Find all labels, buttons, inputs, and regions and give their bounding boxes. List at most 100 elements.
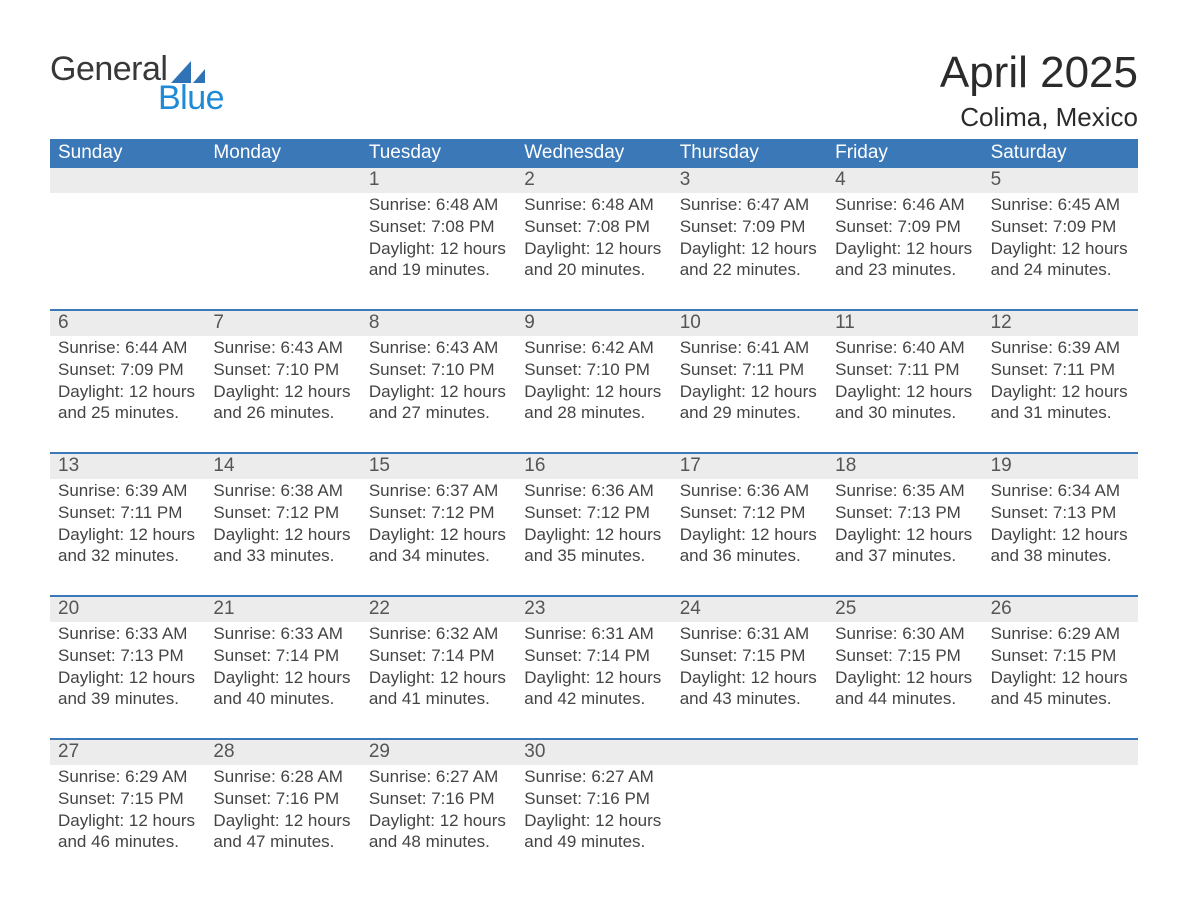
day-number: 20 <box>50 597 205 622</box>
sunset-text: Sunset: 7:12 PM <box>524 502 663 524</box>
day-number: 14 <box>205 454 360 479</box>
sunset-text: Sunset: 7:09 PM <box>991 216 1130 238</box>
sunrise-text: Sunrise: 6:38 AM <box>213 480 352 502</box>
day-cell: Sunrise: 6:36 AMSunset: 7:12 PMDaylight:… <box>672 479 827 575</box>
sunset-text: Sunset: 7:13 PM <box>835 502 974 524</box>
sunset-text: Sunset: 7:16 PM <box>524 788 663 810</box>
week-row: 6789101112Sunrise: 6:44 AMSunset: 7:09 P… <box>50 309 1138 432</box>
daylight-text: and 26 minutes. <box>213 402 352 424</box>
weekday-header-row: Sunday Monday Tuesday Wednesday Thursday… <box>50 139 1138 168</box>
day-cell: Sunrise: 6:48 AMSunset: 7:08 PMDaylight:… <box>516 193 671 289</box>
day-cell: Sunrise: 6:27 AMSunset: 7:16 PMDaylight:… <box>361 765 516 861</box>
day-number: 11 <box>827 311 982 336</box>
sunrise-text: Sunrise: 6:39 AM <box>991 337 1130 359</box>
day-cell: Sunrise: 6:40 AMSunset: 7:11 PMDaylight:… <box>827 336 982 432</box>
day-number <box>50 168 205 193</box>
brand-logo: General Blue <box>50 50 224 118</box>
day-cell: Sunrise: 6:46 AMSunset: 7:09 PMDaylight:… <box>827 193 982 289</box>
day-number: 3 <box>672 168 827 193</box>
sunset-text: Sunset: 7:15 PM <box>58 788 197 810</box>
day-cell: Sunrise: 6:35 AMSunset: 7:13 PMDaylight:… <box>827 479 982 575</box>
day-cell: Sunrise: 6:47 AMSunset: 7:09 PMDaylight:… <box>672 193 827 289</box>
sunset-text: Sunset: 7:09 PM <box>835 216 974 238</box>
daylight-text: and 38 minutes. <box>991 545 1130 567</box>
daylight-text: and 27 minutes. <box>369 402 508 424</box>
sunrise-text: Sunrise: 6:35 AM <box>835 480 974 502</box>
day-cell: Sunrise: 6:27 AMSunset: 7:16 PMDaylight:… <box>516 765 671 861</box>
daylight-text: and 29 minutes. <box>680 402 819 424</box>
day-cell: Sunrise: 6:29 AMSunset: 7:15 PMDaylight:… <box>983 622 1138 718</box>
sunrise-text: Sunrise: 6:34 AM <box>991 480 1130 502</box>
daylight-text: and 32 minutes. <box>58 545 197 567</box>
daylight-text: Daylight: 12 hours <box>835 524 974 546</box>
sunset-text: Sunset: 7:12 PM <box>369 502 508 524</box>
daylight-text: and 41 minutes. <box>369 688 508 710</box>
sunrise-text: Sunrise: 6:39 AM <box>58 480 197 502</box>
sunset-text: Sunset: 7:13 PM <box>58 645 197 667</box>
daylight-text: Daylight: 12 hours <box>835 381 974 403</box>
sunset-text: Sunset: 7:13 PM <box>991 502 1130 524</box>
sunset-text: Sunset: 7:09 PM <box>58 359 197 381</box>
sunset-text: Sunset: 7:11 PM <box>58 502 197 524</box>
daylight-text: and 22 minutes. <box>680 259 819 281</box>
day-cell: Sunrise: 6:38 AMSunset: 7:12 PMDaylight:… <box>205 479 360 575</box>
daylight-text: and 46 minutes. <box>58 831 197 853</box>
day-cell: Sunrise: 6:36 AMSunset: 7:12 PMDaylight:… <box>516 479 671 575</box>
day-cell: Sunrise: 6:28 AMSunset: 7:16 PMDaylight:… <box>205 765 360 861</box>
sunset-text: Sunset: 7:11 PM <box>991 359 1130 381</box>
day-cell <box>672 765 827 861</box>
day-data-row: Sunrise: 6:48 AMSunset: 7:08 PMDaylight:… <box>50 193 1138 289</box>
daylight-text: Daylight: 12 hours <box>369 524 508 546</box>
sunrise-text: Sunrise: 6:42 AM <box>524 337 663 359</box>
daylight-text: and 49 minutes. <box>524 831 663 853</box>
daylight-text: and 28 minutes. <box>524 402 663 424</box>
daylight-text: Daylight: 12 hours <box>524 667 663 689</box>
day-cell: Sunrise: 6:33 AMSunset: 7:14 PMDaylight:… <box>205 622 360 718</box>
day-data-row: Sunrise: 6:44 AMSunset: 7:09 PMDaylight:… <box>50 336 1138 432</box>
day-number: 4 <box>827 168 982 193</box>
sunset-text: Sunset: 7:08 PM <box>524 216 663 238</box>
daylight-text: and 35 minutes. <box>524 545 663 567</box>
day-data-row: Sunrise: 6:39 AMSunset: 7:11 PM Daylight:… <box>50 479 1138 575</box>
daylight-text: and 34 minutes. <box>369 545 508 567</box>
day-number: 19 <box>983 454 1138 479</box>
daylight-text: Daylight: 12 hours <box>524 810 663 832</box>
day-number: 12 <box>983 311 1138 336</box>
sunrise-text: Sunrise: 6:48 AM <box>369 194 508 216</box>
sunset-text: Sunset: 7:14 PM <box>369 645 508 667</box>
sunset-text: Sunset: 7:10 PM <box>369 359 508 381</box>
sunrise-text: Sunrise: 6:27 AM <box>369 766 508 788</box>
day-cell: Sunrise: 6:32 AMSunset: 7:14 PMDaylight:… <box>361 622 516 718</box>
daylight-text: Daylight: 12 hours <box>524 524 663 546</box>
sunset-text: Sunset: 7:14 PM <box>213 645 352 667</box>
sunrise-text: Sunrise: 6:33 AM <box>58 623 197 645</box>
day-number: 28 <box>205 740 360 765</box>
day-cell: Sunrise: 6:31 AMSunset: 7:15 PMDaylight:… <box>672 622 827 718</box>
daylight-text: Daylight: 12 hours <box>58 667 197 689</box>
sunset-text: Sunset: 7:12 PM <box>680 502 819 524</box>
day-number: 9 <box>516 311 671 336</box>
day-number: 24 <box>672 597 827 622</box>
day-number <box>205 168 360 193</box>
day-cell <box>827 765 982 861</box>
daylight-text: Daylight: 12 hours <box>991 381 1130 403</box>
daylight-text: and 40 minutes. <box>213 688 352 710</box>
daylight-text: Daylight: 12 hours <box>680 381 819 403</box>
sunset-text: Sunset: 7:11 PM <box>835 359 974 381</box>
day-cell: Sunrise: 6:45 AMSunset: 7:09 PMDaylight:… <box>983 193 1138 289</box>
sunrise-text: Sunrise: 6:47 AM <box>680 194 819 216</box>
day-number: 7 <box>205 311 360 336</box>
day-cell: Sunrise: 6:43 AMSunset: 7:10 PMDaylight:… <box>205 336 360 432</box>
weekday-label: Wednesday <box>516 139 671 168</box>
day-cell <box>983 765 1138 861</box>
daylight-text: Daylight: 12 hours <box>991 667 1130 689</box>
daylight-text: Daylight: 12 hours <box>213 667 352 689</box>
day-number: 18 <box>827 454 982 479</box>
day-number <box>827 740 982 765</box>
day-number: 26 <box>983 597 1138 622</box>
day-number: 22 <box>361 597 516 622</box>
day-number: 23 <box>516 597 671 622</box>
day-cell: Sunrise: 6:43 AMSunset: 7:10 PMDaylight:… <box>361 336 516 432</box>
day-number-row: 13141516171819 <box>50 454 1138 479</box>
daylight-text: Daylight: 12 hours <box>58 810 197 832</box>
